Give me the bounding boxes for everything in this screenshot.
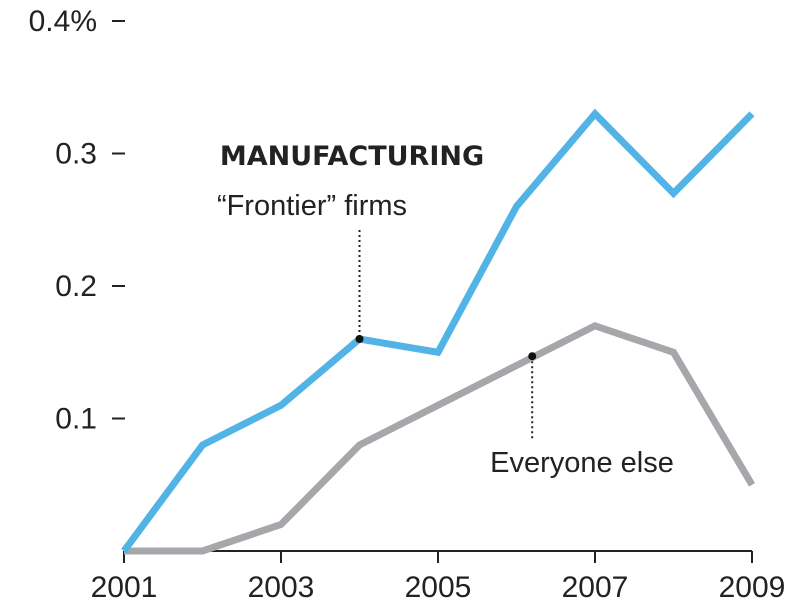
x-tick-label: 2005 [405,571,472,604]
chart-title: MANUFACTURING [220,141,484,172]
series-line-frontier-firms [121,108,755,554]
series-label-everyone-else: Everyone else [490,447,674,479]
y-axis: 0.1 0.2 0.3 0.4% [29,5,125,436]
x-axis: 2001 2003 2005 2007 2009 [91,550,786,604]
y-tick-label: 0.3 [55,138,97,171]
y-tick-label: 0.2 [55,270,97,303]
series-label-frontier-firms: “Frontier” firms [217,190,407,222]
series-lines [121,108,756,555]
y-tick-label: 0.4% [29,5,97,38]
annotation-markers [355,335,537,361]
x-tick-label: 2007 [562,571,629,604]
x-tick-label: 2009 [719,571,786,604]
annotations [358,230,534,440]
annotation-dot-frontier-firms [355,335,364,343]
x-tick-label: 2001 [91,571,158,604]
y-tick-label: 0.1 [55,403,97,436]
series-line-everyone-else [124,322,756,555]
annotation-dot-everyone-else [528,352,537,361]
x-tick-label: 2003 [248,571,315,604]
